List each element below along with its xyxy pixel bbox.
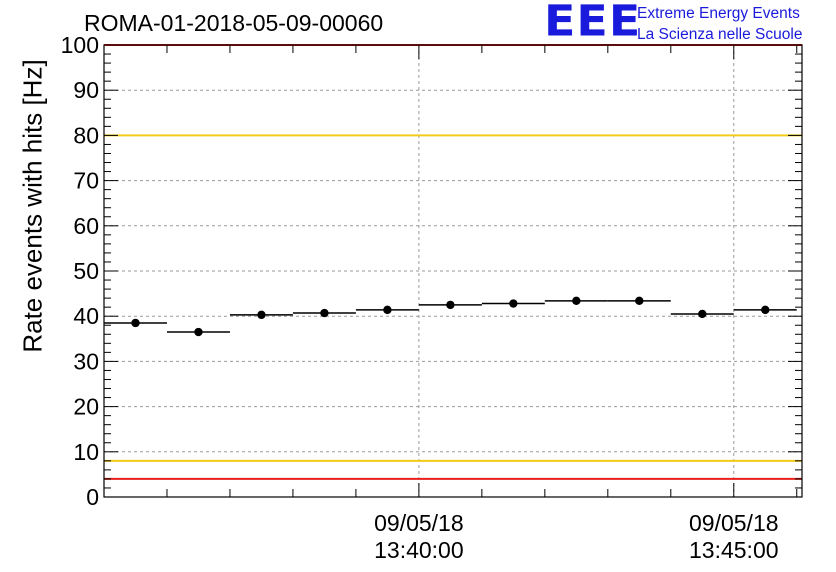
data-point <box>320 308 329 318</box>
axes: 010203040506070809010009/05/1813:40:0009… <box>61 32 803 563</box>
y-tick-label: 40 <box>73 303 99 329</box>
data-series <box>104 296 797 337</box>
logo-line-2: La Scienza nelle Scuole <box>637 26 803 43</box>
data-point <box>509 299 518 308</box>
y-tick-label: 50 <box>73 258 99 284</box>
y-tick-label: 10 <box>73 439 99 465</box>
data-point <box>572 296 581 306</box>
y-axis-label: Rate events with hits [Hz] <box>17 59 48 353</box>
data-point <box>194 327 203 337</box>
y-tick-label: 90 <box>73 77 99 103</box>
y-tick-label: 0 <box>86 484 99 510</box>
x-tick-date-label: 09/05/18 <box>374 510 464 536</box>
y-tick-label: 30 <box>73 348 99 374</box>
data-point <box>257 310 266 320</box>
grid-lines <box>104 45 802 497</box>
reference-lines <box>104 44 802 480</box>
x-tick-date-label: 09/05/18 <box>689 510 779 536</box>
y-tick-label: 20 <box>73 394 99 420</box>
y-tick-label: 100 <box>61 32 99 58</box>
data-point <box>635 296 644 306</box>
eee-logo: EEE Extreme Energy Events La Scienza nel… <box>544 0 836 46</box>
chart-title: ROMA-01-2018-05-09-00060 <box>84 10 384 36</box>
y-tick-label: 80 <box>73 122 99 148</box>
data-point <box>761 305 770 315</box>
y-tick-label: 70 <box>73 168 99 194</box>
x-tick-time-label: 13:40:00 <box>374 537 464 563</box>
data-point <box>446 300 455 310</box>
y-tick-label: 60 <box>73 213 99 239</box>
logo-mark: EEE <box>544 0 642 46</box>
data-point <box>383 305 392 315</box>
data-point <box>131 318 140 328</box>
logo-line-1: Extreme Energy Events <box>637 5 800 22</box>
x-tick-time-label: 13:45:00 <box>689 537 779 563</box>
data-point <box>698 309 707 319</box>
